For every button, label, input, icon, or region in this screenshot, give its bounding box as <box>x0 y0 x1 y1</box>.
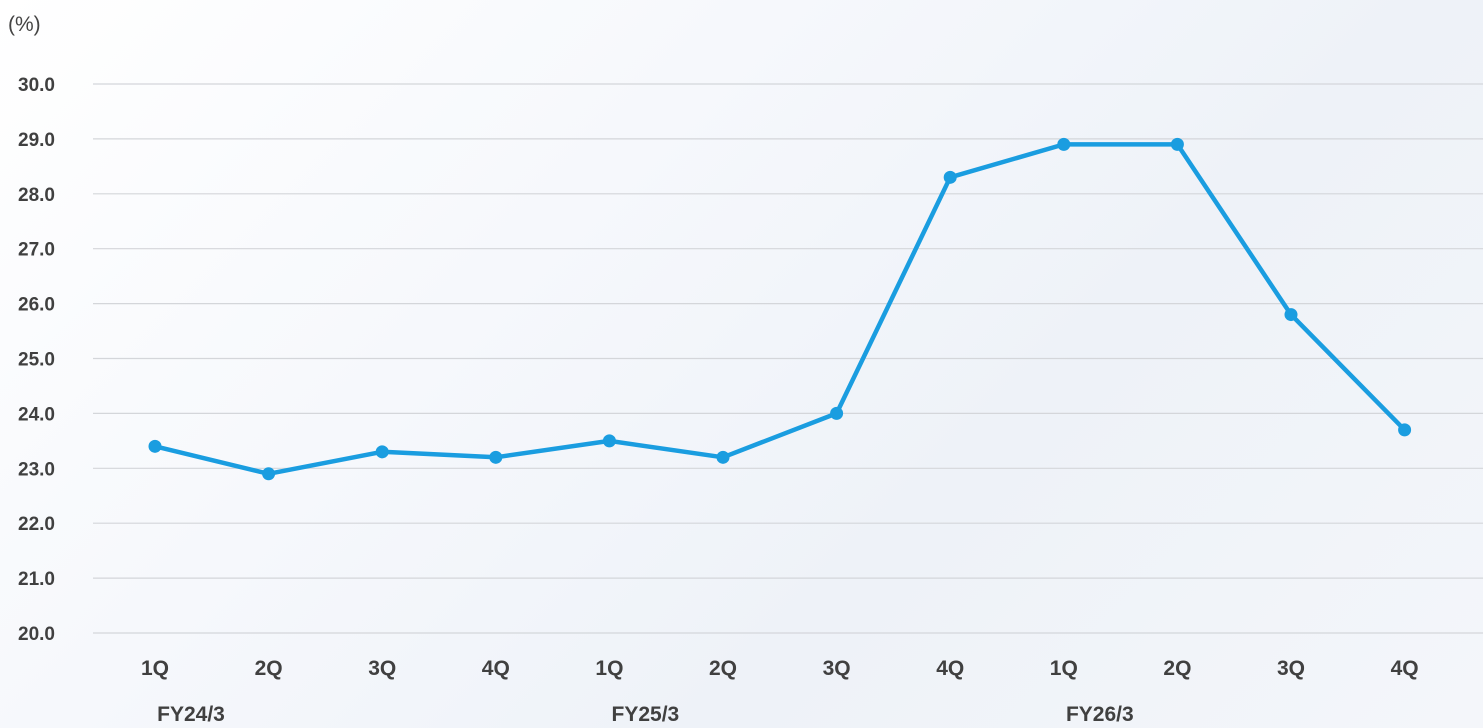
y-tick-label: 26.0 <box>18 295 55 316</box>
y-tick-label: 28.0 <box>18 185 55 206</box>
x-tick-label: 2Q <box>1163 657 1191 680</box>
data-point <box>1284 308 1298 322</box>
x-tick-label: 1Q <box>1050 657 1078 680</box>
series-line <box>152 142 1407 477</box>
data-point <box>943 170 957 184</box>
x-tick-label: 1Q <box>595 657 623 680</box>
x-tick-label: 2Q <box>255 657 283 680</box>
data-point <box>1057 137 1071 151</box>
gridlines <box>93 83 1483 634</box>
x-tick-label: 4Q <box>936 657 964 680</box>
data-point <box>1170 137 1184 151</box>
x-tick-label: 1Q <box>141 657 169 680</box>
series-layer <box>148 137 1412 481</box>
y-tick-label: 22.0 <box>18 514 55 535</box>
y-tick-label: 25.0 <box>18 350 55 371</box>
x-tick-label: 3Q <box>823 657 851 680</box>
fiscal-year-label: FY25/3 <box>612 703 680 726</box>
x-tick-label: 3Q <box>368 657 396 680</box>
y-tick-label: 23.0 <box>18 459 55 480</box>
y-axis-ticks: 20.0 21.0 22.0 23.0 24.0 25.0 26.0 27.0 28.0 29.0… <box>18 75 55 645</box>
data-point <box>716 450 730 464</box>
data-point <box>148 439 162 453</box>
x-tick-label: 4Q <box>482 657 510 680</box>
y-tick-label: 24.0 <box>18 404 55 425</box>
data-point <box>262 467 276 481</box>
data-point <box>489 450 503 464</box>
data-point <box>375 445 389 459</box>
x-tick-label: 3Q <box>1277 657 1305 680</box>
y-axis-unit-label: (%) <box>8 13 41 36</box>
data-point <box>1398 423 1412 437</box>
y-tick-label: 29.0 <box>18 130 55 151</box>
fiscal-year-label: FY26/3 <box>1066 703 1134 726</box>
x-tick-label: 2Q <box>709 657 737 680</box>
x-tick-label: 4Q <box>1391 657 1419 680</box>
y-tick-label: 27.0 <box>18 240 55 261</box>
x-axis-ticks: 1Q 2Q 3Q 4Q 1Q 2Q 3Q 4Q 1Q 2Q 3Q 4Q <box>141 657 1419 680</box>
data-point <box>602 434 616 448</box>
data-point <box>830 406 844 420</box>
fiscal-year-labels: FY24/3 FY25/3 FY26/3 <box>157 703 1134 726</box>
fiscal-year-label: FY24/3 <box>157 703 225 726</box>
y-tick-label: 21.0 <box>18 569 55 590</box>
y-tick-label: 20.0 <box>18 624 55 645</box>
y-tick-label: 30.0 <box>18 75 55 96</box>
